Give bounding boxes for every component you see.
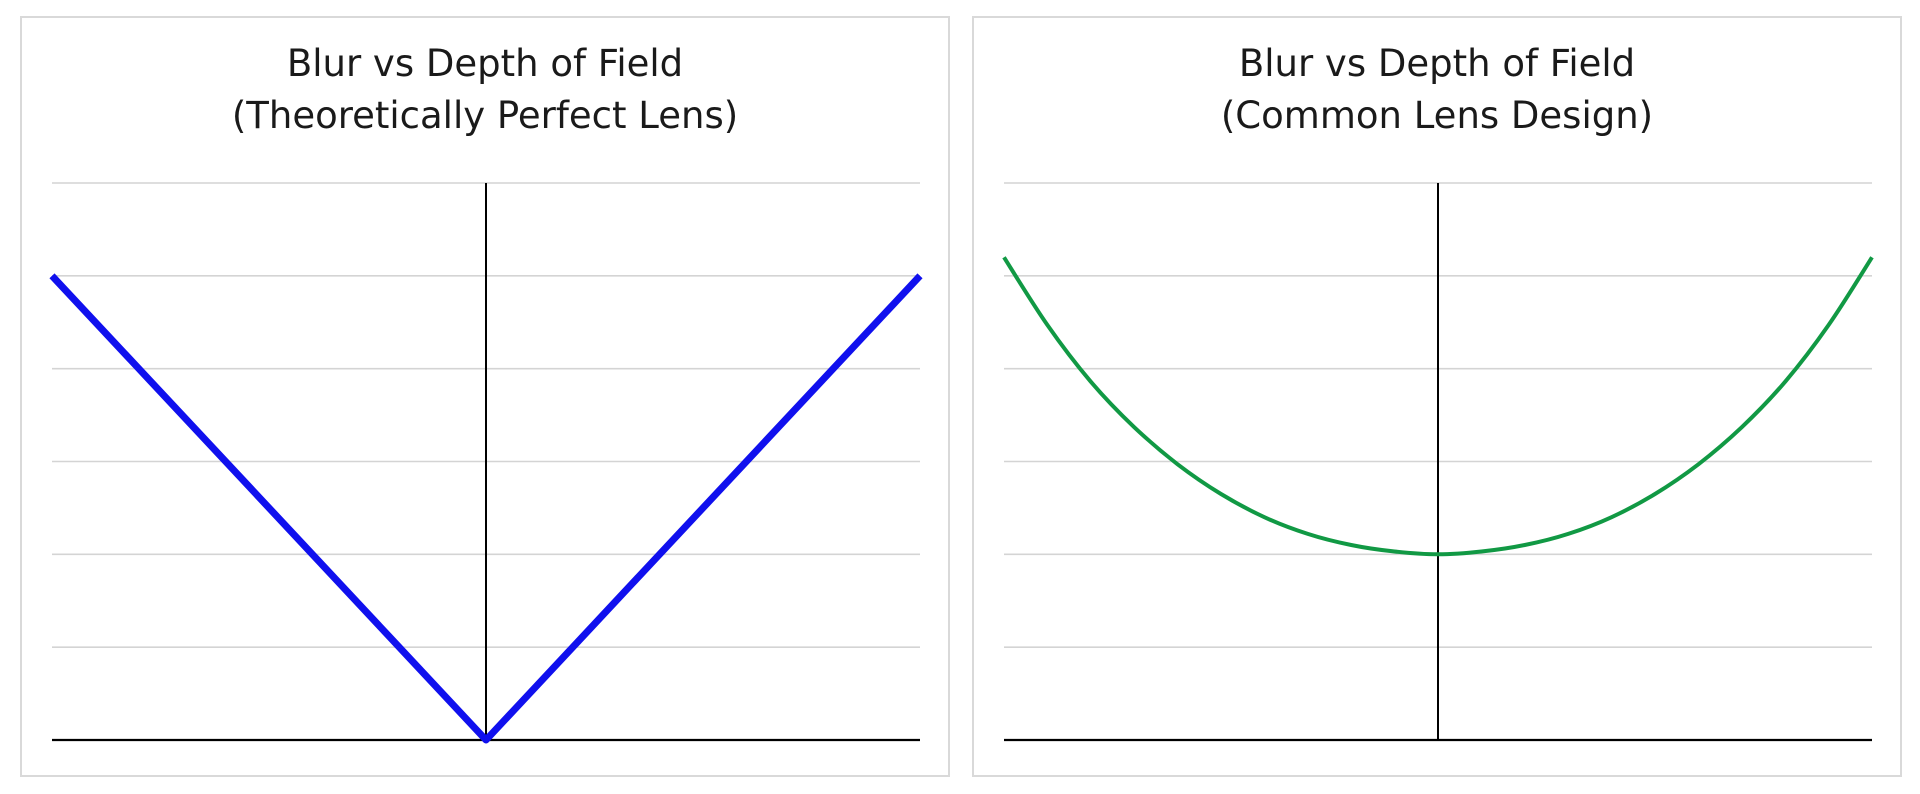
- plot-area-perfect-lens: [49, 182, 923, 744]
- series-line: [1002, 256, 1874, 557]
- chart-title: Blur vs Depth of Field: [286, 42, 684, 85]
- series-line: [49, 273, 923, 744]
- chart-title: Blur vs Depth of Field: [1238, 42, 1636, 85]
- chart-panel-common-lens: Blur vs Depth of Field (Common Lens Desi…: [972, 16, 1902, 777]
- chart-subtitle: (Common Lens Design): [1220, 94, 1654, 137]
- plot-area-common-lens: [1002, 182, 1874, 742]
- chart-subtitle: (Theoretically Perfect Lens): [231, 94, 739, 137]
- chart-panel-perfect-lens: Blur vs Depth of Field (Theoretically Pe…: [20, 16, 950, 777]
- chart-title-block: Blur vs Depth of Field (Common Lens Desi…: [974, 38, 1900, 142]
- chart-title-block: Blur vs Depth of Field (Theoretically Pe…: [22, 38, 948, 142]
